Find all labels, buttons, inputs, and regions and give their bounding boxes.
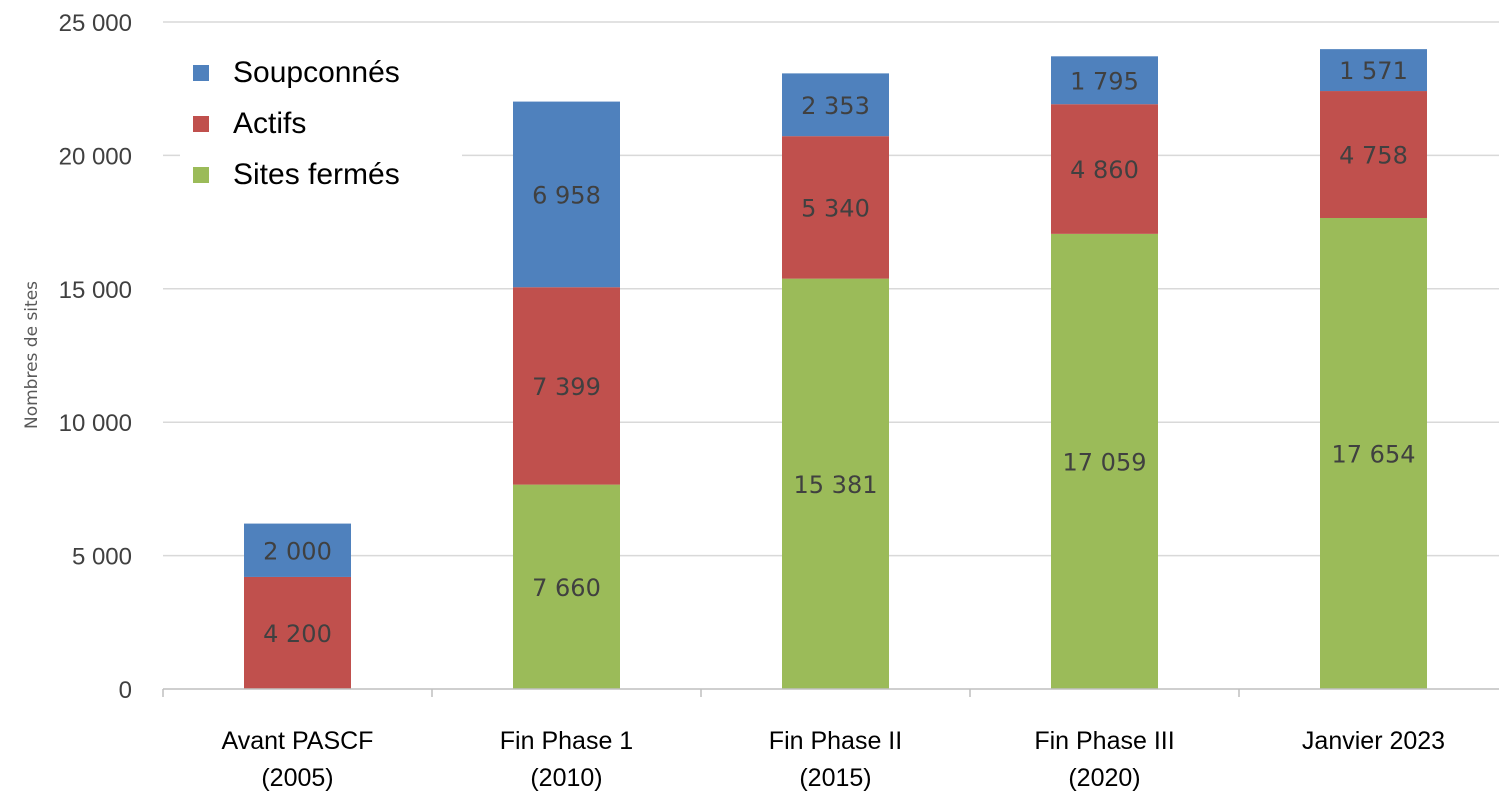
y-tick-label: 20 000 [59, 143, 132, 170]
bar-segment [244, 576, 351, 689]
data-label: 7 660 [532, 574, 601, 602]
bar-segment [1051, 104, 1158, 234]
data-label: 5 340 [801, 194, 870, 222]
legend-swatch [193, 167, 209, 183]
data-label: 2 000 [263, 537, 332, 565]
x-tick-label: (2020) [1068, 764, 1140, 792]
bar-segment [1320, 49, 1427, 92]
y-tick-label: 10 000 [59, 410, 132, 437]
legend-swatch [193, 65, 209, 81]
legend-swatch [193, 116, 209, 132]
data-label: 17 654 [1332, 440, 1416, 468]
bar-segment [782, 278, 889, 689]
legend-label: Actifs [233, 107, 306, 140]
bar-segment [513, 484, 620, 689]
data-labels: 4 200 2 000 7 660 7 399 6 958 15 381 5 340 2 35… [263, 57, 1415, 648]
legend-label: Sites fermés [233, 158, 400, 191]
y-axis-label: Nombres de sites [22, 281, 42, 429]
bar-segment [1051, 233, 1158, 689]
x-axis: Avant PASCF (2005) Fin Phase 1 (2010) Fin Ph… [162, 688, 1499, 792]
bar-segment [513, 287, 620, 485]
data-label: 1 795 [1070, 67, 1139, 95]
bars [244, 49, 1427, 690]
x-tick-label: Janvier 2023 [1302, 727, 1445, 755]
data-label: 17 059 [1063, 448, 1147, 476]
data-label: 7 399 [532, 373, 601, 401]
data-label: 1 571 [1339, 57, 1408, 85]
x-tick-label: (2010) [530, 764, 602, 792]
bar-segment [782, 73, 889, 137]
data-label: 4 758 [1339, 142, 1408, 170]
data-label: 2 353 [801, 92, 870, 120]
legend-background [180, 36, 462, 198]
data-label: 4 200 [263, 620, 332, 648]
legend-label: Soupconnés [233, 56, 400, 89]
x-tick-label: Fin Phase II [769, 727, 902, 755]
y-tick-label: 25 000 [59, 10, 132, 37]
x-tick-label: (2005) [261, 764, 333, 792]
x-tick-label: Avant PASCF [222, 727, 374, 755]
data-label: 4 860 [1070, 156, 1139, 184]
bar-segment [782, 136, 889, 279]
x-tick-label: Fin Phase III [1034, 727, 1174, 755]
y-tick-label: 5 000 [72, 544, 132, 571]
y-axis-ticks: 0 5 000 10 000 15 000 20 000 25 000 [59, 10, 132, 704]
bar-segment [1320, 217, 1427, 690]
y-tick-label: 0 [119, 677, 132, 704]
y-tick-label: 15 000 [59, 277, 132, 304]
bar-segment [513, 101, 620, 288]
bar-segment [1320, 91, 1427, 218]
data-label: 15 381 [794, 471, 878, 499]
legend: Soupconnés Actifs Sites fermés [180, 36, 462, 198]
x-tick-label: Fin Phase 1 [500, 727, 633, 755]
bar-segment [244, 523, 351, 577]
x-tick-label: (2015) [799, 764, 871, 792]
bar-segment [1051, 56, 1158, 105]
data-label: 6 958 [532, 181, 601, 209]
